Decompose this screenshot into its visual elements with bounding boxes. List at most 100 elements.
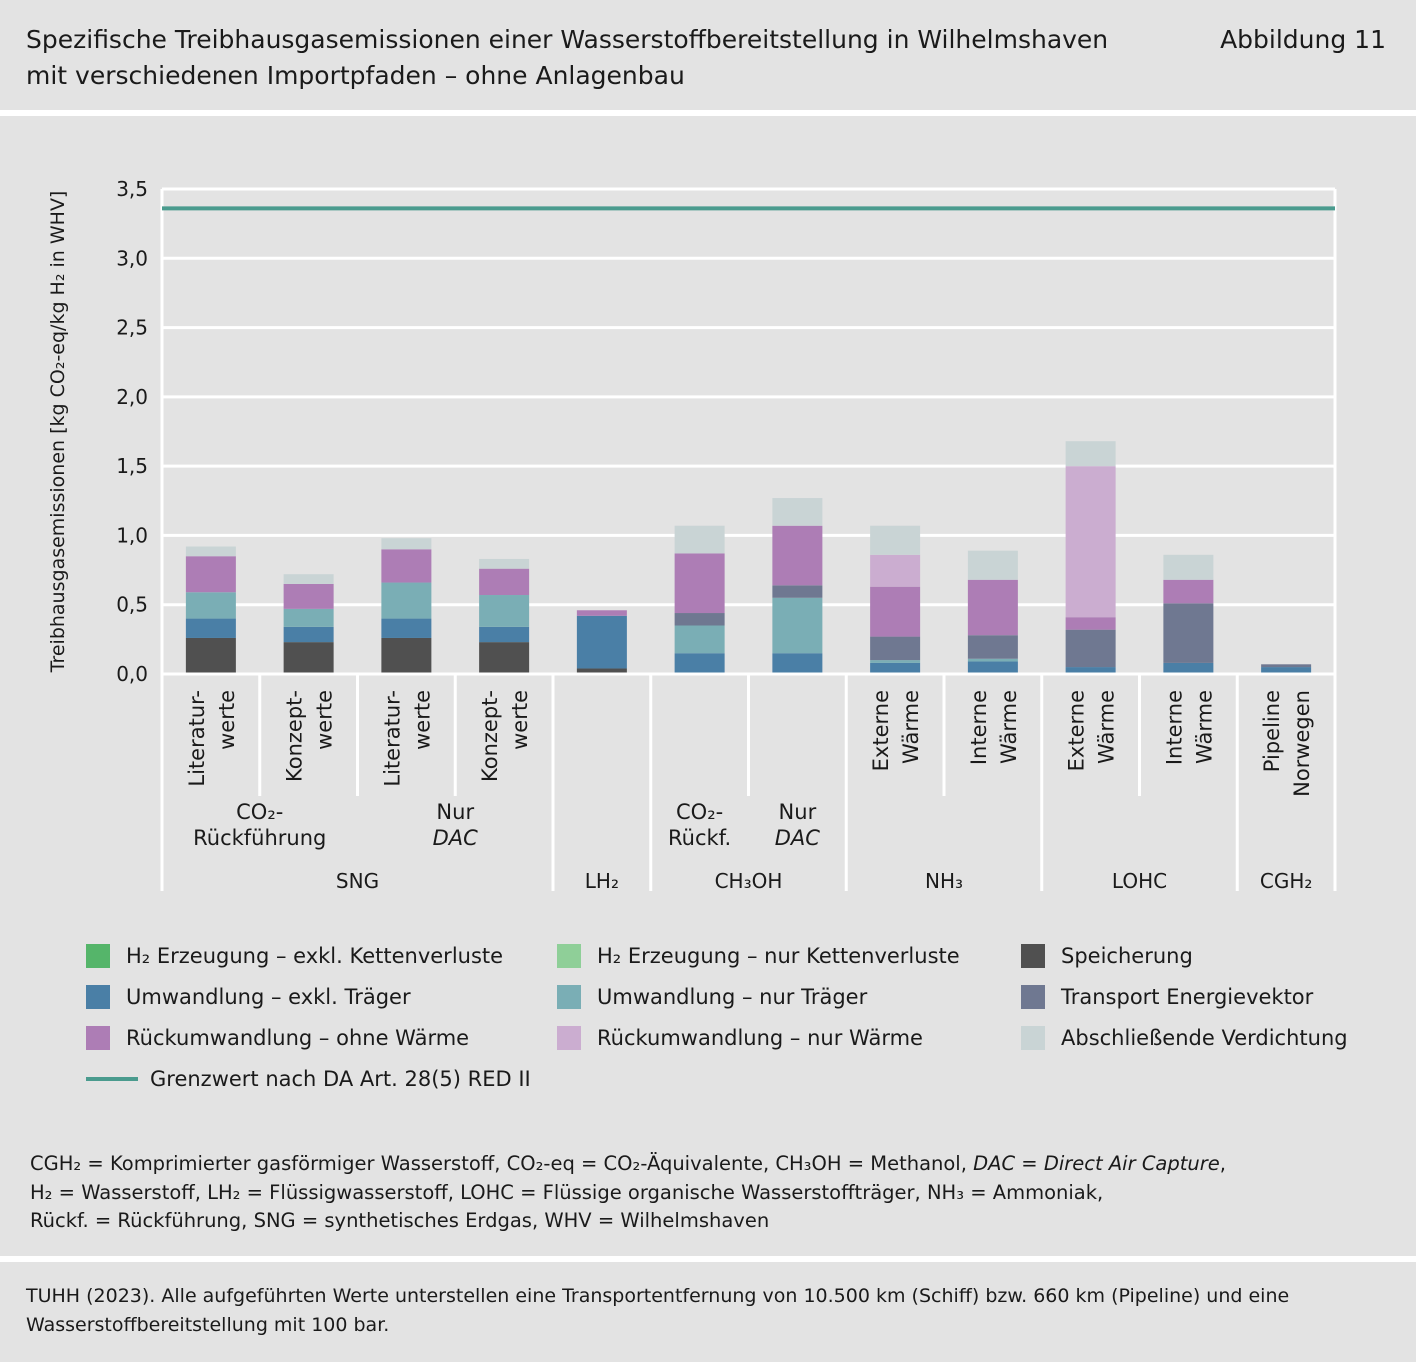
bar-segment-compress (967, 550, 1018, 580)
bar-segment-reconv-only (870, 554, 921, 587)
legend-swatch (1021, 985, 1045, 1009)
bar-segment-compress (674, 525, 725, 554)
bar-segment-compress (772, 498, 823, 526)
bar-segment-reconv-excl (479, 568, 530, 596)
legend-label: Rückumwandlung – nur Wärme (597, 1026, 923, 1050)
bar-segment-conv-excl (772, 653, 823, 674)
legend-item-reconv-excl: Rückumwandlung – ohne Wärme (86, 1026, 469, 1050)
bar-label: Wärme (997, 690, 1021, 764)
legend-item-conv-only: Umwandlung – nur Träger (557, 985, 867, 1009)
bar-segment-compress (381, 538, 432, 550)
chart-panel: 0,0 0,5 1,0 1,5 2,0 2,5 3,0 3,5 Treibhausgasemis… (0, 116, 1416, 1256)
header-panel: Spezifische Treibhausgasemissionen einer… (0, 0, 1416, 110)
bar-label: Norwegen (1290, 690, 1314, 797)
legend-label: Abschließende Verdichtung (1061, 1026, 1348, 1050)
y-tick-label: 0,0 (116, 662, 148, 686)
abbrev-line1-a: CGH₂ = Komprimierter gasförmiger Wassers… (30, 1152, 974, 1175)
bar-segment-transport (1065, 629, 1116, 668)
bar-segment-compress (185, 546, 236, 557)
bar-segment-reconv-only (1065, 466, 1116, 618)
subgroup-label: Rückf. (668, 826, 731, 850)
subgroup-label: DAC (775, 826, 821, 850)
source-note: TUHH (2023). Alle aufgeführten Werte unt… (26, 1282, 1289, 1339)
bar-label: Wärme (1192, 690, 1216, 764)
bar-segment-conv-excl (1261, 667, 1312, 674)
bar-segment-conv-excl (576, 615, 627, 669)
bar-segment-reconv-excl (674, 553, 725, 614)
bar-segment-conv-only (674, 625, 725, 654)
bar-label: Interne (967, 690, 991, 765)
bar-label: Pipeline (1260, 690, 1284, 772)
legend-item-storage: Speicherung (1021, 944, 1193, 968)
legend-item-limit-line: Grenzwert nach DA Art. 28(5) RED II (86, 1067, 531, 1091)
legend-item-compress: Abschließende Verdichtung (1021, 1026, 1348, 1050)
bar-segment-conv-excl (1163, 662, 1214, 674)
legend-item-conv-excl: Umwandlung – exkl. Träger (86, 985, 411, 1009)
abbreviations: CGH₂ = Komprimierter gasförmiger Wassers… (30, 1150, 1226, 1236)
subgroup-label: CO₂- (236, 800, 283, 824)
legend-item-transport: Transport Energievektor (1021, 985, 1313, 1009)
group-label: LH₂ (585, 869, 619, 893)
legend-label: Speicherung (1061, 944, 1193, 968)
subgroup-label: DAC (433, 826, 479, 850)
legend-label: H₂ Erzeugung – nur Kettenverluste (597, 944, 960, 968)
bar-segment-compress (479, 558, 530, 569)
group-label: CGH₂ (1260, 869, 1313, 893)
bar-segment-reconv-excl (283, 583, 334, 609)
chart-title: Spezifische Treibhausgasemissionen einer… (26, 22, 1146, 94)
bar-segment-transport (1261, 664, 1312, 668)
bar-segment-compress (1163, 554, 1214, 580)
bar-segment-conv-excl (674, 653, 725, 674)
bar-segment-reconv-excl (1065, 617, 1116, 630)
title-line-1: Spezifische Treibhausgasemissionen einer… (26, 25, 1109, 54)
bar-segment-storage (381, 637, 432, 673)
group-label: LOHC (1112, 869, 1167, 893)
bar-segment-storage (283, 642, 334, 674)
source-panel: TUHH (2023). Alle aufgeführten Werte unt… (0, 1262, 1416, 1362)
y-tick-label: 3,0 (116, 246, 148, 270)
bar-segment-conv-only (870, 660, 921, 663)
bar-segment-storage (185, 637, 236, 673)
bar-segment-conv-excl (1065, 667, 1116, 674)
y-tick-label: 1,5 (116, 454, 148, 478)
bar-label: Konzept- (283, 690, 307, 782)
bar-label: Wärme (1095, 690, 1119, 764)
bar-label: werte (313, 690, 337, 750)
y-tick-label: 0,5 (116, 593, 148, 617)
figure-number: Abbildung 11 (1220, 25, 1386, 54)
group-label: NH₃ (925, 869, 963, 893)
bar-segment-reconv-excl (1163, 579, 1214, 604)
legend-label: Umwandlung – nur Träger (597, 985, 868, 1009)
bar-segment-conv-only (283, 608, 334, 627)
bar-label: Literatur- (380, 690, 404, 787)
bar-segment-conv-only (772, 597, 823, 654)
bar-segment-conv-excl (381, 618, 432, 638)
bar-segment-conv-only (185, 592, 236, 619)
bar-label: Literatur- (185, 690, 209, 787)
bar-segment-conv-excl (283, 626, 334, 643)
bar-segment-transport (967, 635, 1018, 659)
legend-label: Transport Energievektor (1061, 985, 1314, 1009)
bar-segment-reconv-excl (576, 610, 627, 616)
legend-swatch (1021, 944, 1045, 968)
bar-segment-compress (283, 574, 334, 584)
bar-segment-storage (576, 668, 627, 674)
chart: 0,0 0,5 1,0 1,5 2,0 2,5 3,0 3,5 Treibhausgasemis… (47, 177, 1337, 893)
legend-item-reconv-only: Rückumwandlung – nur Wärme (557, 1026, 923, 1050)
abbreviations-line-3: Rückf. = Rückführung, SNG = synthetische… (30, 1209, 770, 1232)
legend-swatch (1021, 1026, 1045, 1050)
bar-segment-transport (870, 636, 921, 661)
bar-label: werte (215, 690, 239, 750)
legend-swatch (86, 985, 110, 1009)
subgroup-label: CO₂- (676, 800, 723, 824)
y-tick-label: 2,0 (116, 385, 148, 409)
legend-label: H₂ Erzeugung – exkl. Kettenverluste (126, 944, 504, 968)
bar-segment-transport (772, 585, 823, 598)
bar-label: Konzept- (478, 690, 502, 782)
y-tick-label: 1,0 (116, 523, 148, 547)
bar-label: Externe (1065, 690, 1089, 771)
bar-segment-reconv-excl (185, 556, 236, 593)
bar-segment-compress (1065, 441, 1116, 467)
abbreviations-line-2: H₂ = Wasserstoff, LH₂ = Flüssigwassersto… (30, 1180, 1104, 1204)
bar-segment-conv-only (479, 595, 530, 627)
